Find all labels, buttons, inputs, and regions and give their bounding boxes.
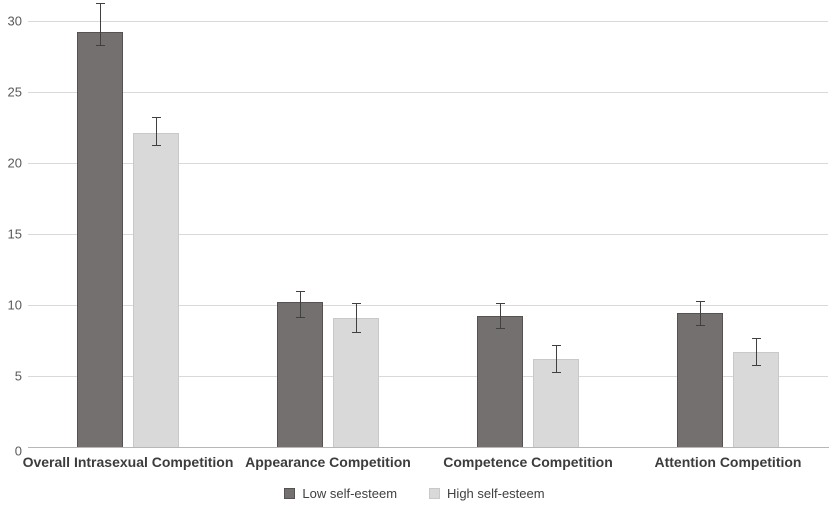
y-axis-tick-label: 10 [7,297,22,313]
error-bar-cap [352,332,361,334]
legend-label-high-self-esteem: High self-esteem [447,485,545,501]
error-bar-cap [552,372,561,374]
category-label: Competence Competition [443,454,613,470]
legend-swatch-low-self-esteem-icon [284,487,296,499]
error-bar [352,303,361,334]
error-bar-stem [756,337,757,366]
y-axis-tick-label: 15 [7,226,22,242]
gridline [28,375,828,377]
y-axis-tick-label: 0 [14,443,22,459]
error-bar-stem [100,3,101,47]
error-bar-stem [700,300,701,327]
error-bar [96,3,105,47]
error-bar-stem [356,303,357,334]
bar-high-self-esteem [733,351,779,447]
error-bar-cap [296,316,305,318]
bar-low-self-esteem [277,301,323,447]
y-axis-tick-label: 30 [7,13,22,29]
legend: Low self-esteem High self-esteem [0,483,829,503]
y-axis-tick-label: 5 [14,368,22,384]
category-label: Appearance Competition [245,454,411,470]
error-bar [752,337,761,366]
error-bar-cap [496,327,505,329]
error-bar-cap [696,325,705,327]
x-axis-line [28,447,829,448]
bar-high-self-esteem [133,132,179,447]
error-bar-stem [156,117,157,146]
error-bar-cap [752,364,761,366]
legend-item-low-self-esteem: Low self-esteem [284,487,397,500]
gridline [28,20,828,22]
error-bar-stem [500,303,501,329]
bar-low-self-esteem [477,316,523,447]
bar-low-self-esteem [677,313,723,447]
y-axis-tick-label: 25 [7,84,22,100]
error-bar-stem [300,290,301,318]
legend-label-low-self-esteem: Low self-esteem [302,485,398,501]
bar-low-self-esteem [77,31,123,447]
category-label: Overall Intrasexual Competition [22,454,234,470]
error-bar-cap [152,144,161,146]
error-bar-stem [556,344,557,374]
bar-high-self-esteem [333,317,379,447]
category-label: Attention Competition [654,454,802,470]
error-bar [296,290,305,318]
gridline [28,233,828,235]
error-bar [696,300,705,327]
legend-swatch-high-self-esteem-icon [429,487,441,499]
gridline [28,304,828,306]
bar-high-self-esteem [533,358,579,447]
error-bar [496,303,505,329]
gridline [28,91,828,93]
legend-item-high-self-esteem: High self-esteem [429,487,545,500]
error-bar-cap [96,45,105,47]
error-bar [552,344,561,374]
error-bar [152,117,161,146]
gridline [28,162,828,164]
y-axis-tick-label: 20 [7,155,22,171]
